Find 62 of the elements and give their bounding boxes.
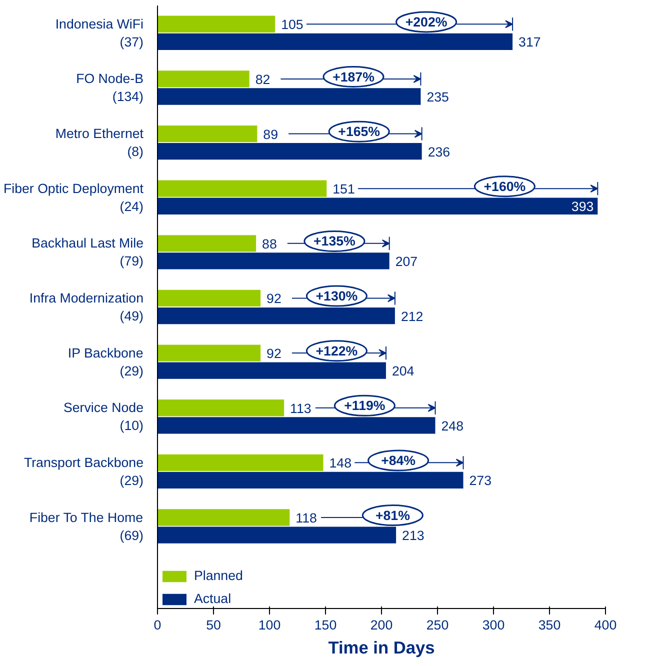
bar <box>158 290 261 307</box>
data-label: 105 <box>281 17 304 32</box>
data-label: 89 <box>263 126 278 142</box>
data-label: 273 <box>469 473 492 488</box>
data-label: 207 <box>395 254 418 269</box>
bar <box>158 180 327 197</box>
bar <box>158 454 324 472</box>
data-label: 88 <box>262 236 277 252</box>
data-label: 393 <box>571 199 594 214</box>
data-label: 248 <box>441 418 464 434</box>
annotation: +130% <box>316 288 358 304</box>
annotation: +135% <box>314 234 356 249</box>
data-label: 148 <box>329 456 352 471</box>
legend-label: Planned <box>194 568 243 583</box>
bar <box>158 344 261 362</box>
data-label: 235 <box>426 90 449 104</box>
y-tick-label: Metro Ethernet (8) <box>55 126 144 160</box>
x-tick-label: 100 <box>258 618 281 632</box>
y-tick-label: Backhaul Last Mile (79) <box>32 236 144 269</box>
x-axis-title: Time in Days <box>328 638 435 658</box>
data-label: 92 <box>266 346 282 362</box>
x-tick-label: 250 <box>426 618 449 632</box>
annotation: +187% <box>332 69 375 84</box>
y-tick-label: Fiber Optic Deployment (24) <box>4 180 144 214</box>
data-label: 113 <box>290 400 312 416</box>
annotation: +84% <box>381 452 416 468</box>
annotation: +81% <box>375 508 410 523</box>
x-tick-label: 200 <box>370 618 393 632</box>
y-tick-label: Fiber To The Home (69) <box>29 510 144 543</box>
y-tick-label: Transport Backbone (29) <box>24 454 144 488</box>
y-tick-label: Service Node (10) <box>63 400 144 434</box>
data-label: 317 <box>518 34 541 50</box>
x-tick-label: 350 <box>538 618 561 632</box>
annotation: +160% <box>484 178 526 194</box>
y-tick-label: Infra Modernization (49) <box>29 290 144 324</box>
x-tick-label: 0 <box>154 618 162 632</box>
bar <box>158 16 276 32</box>
data-label: 212 <box>400 308 424 324</box>
y-tick-label: Indonesia WiFi (37) <box>55 16 144 50</box>
bar <box>158 235 256 252</box>
bar <box>158 70 250 88</box>
x-tick-label: 400 <box>594 618 617 632</box>
x-tick-label: 300 <box>482 618 505 632</box>
bar <box>158 400 284 416</box>
y-tick-label: FO Node-B (134) <box>76 71 144 104</box>
annotation: +202% <box>405 14 448 30</box>
x-tick-label: 50 <box>206 618 221 632</box>
data-label: 204 <box>392 364 415 379</box>
data-label: 82 <box>255 72 270 87</box>
data-label: 92 <box>266 291 282 306</box>
data-label: 151 <box>332 182 355 197</box>
data-label: 236 <box>428 144 450 160</box>
annotation: +122% <box>316 343 358 358</box>
bar <box>158 509 290 526</box>
y-tick-label: IP Backbone (29) <box>68 345 144 378</box>
bar <box>158 125 258 142</box>
legend-label: Actual <box>194 591 232 606</box>
data-label: 118 <box>296 510 317 526</box>
data-label: 213 <box>402 528 424 544</box>
annotation: +119% <box>344 398 386 414</box>
x-tick-label: 150 <box>314 618 337 632</box>
annotation: +165% <box>338 124 380 140</box>
